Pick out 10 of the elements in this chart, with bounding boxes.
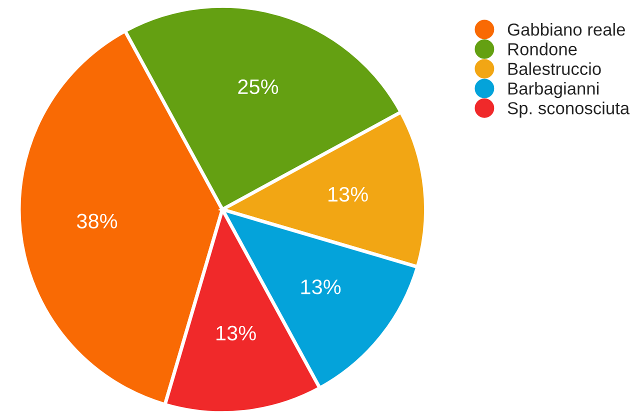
data-label: 38% bbox=[76, 214, 118, 228]
legend-label: Rondone bbox=[508, 42, 577, 56]
legend-label: Gabbiano reale bbox=[508, 22, 625, 36]
legend-label: Balestruccio bbox=[508, 62, 601, 76]
data-label: 13% bbox=[216, 326, 256, 340]
data-label: 13% bbox=[328, 186, 368, 202]
data-label: 25% bbox=[238, 79, 278, 94]
legend-label: Barbagianni bbox=[508, 82, 599, 98]
legend-label: Sp. sconosciuta bbox=[508, 102, 630, 118]
data-label: 13% bbox=[301, 280, 341, 294]
